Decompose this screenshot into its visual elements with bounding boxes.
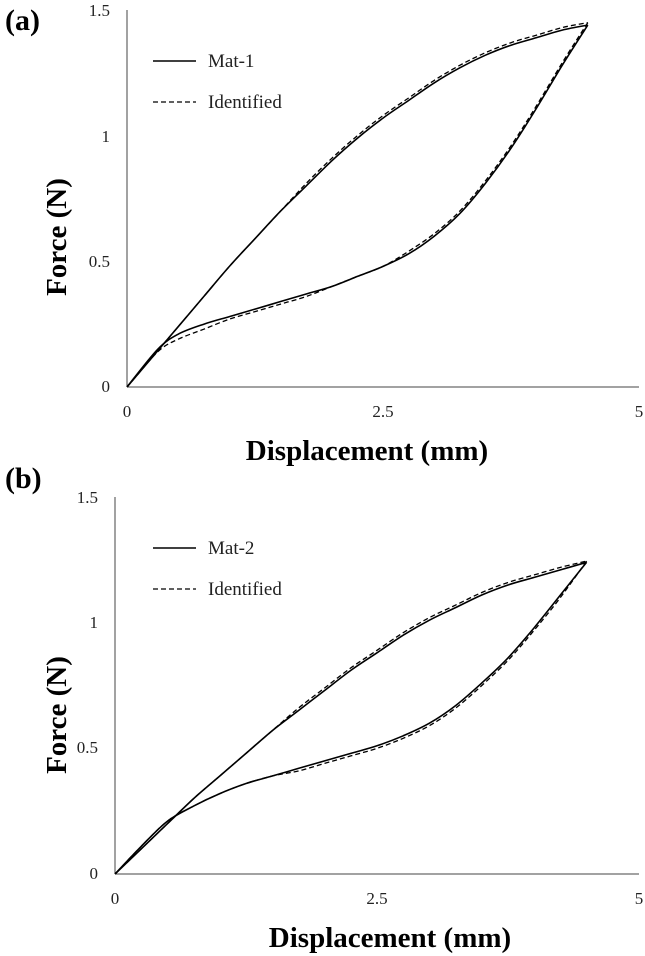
panel-b-legend-identified: Identified [208,579,282,600]
panel-a-ytick-1: 0.5 [89,252,110,271]
panel-a-identified-unloading-line [126,22,589,388]
panel-b-ylabel: Force (N) [41,656,73,774]
panel-a-label: (a) [5,4,40,37]
panel-b-xlabel: Displacement (mm) [269,922,511,954]
panel-b: (b) 0 0.5 1 1.5 0 2.5 5 Displacement (mm… [5,462,643,954]
panel-b-mat-2-unloading-line [114,561,588,875]
panel-a-legend-mat-1: Mat-1 [208,51,254,72]
panel-a-xtick-2: 5 [635,402,644,421]
panel-b-xtick-2: 5 [635,889,644,908]
panel-a-ylabel: Force (N) [41,178,73,296]
panel-a-mat-1-loading-line [126,24,588,388]
panel-a: (a) 0 0.5 1 1.5 0 2.5 5 Displacement (mm… [5,1,643,467]
panel-b-xtick-0: 0 [111,889,120,908]
panel-a-xtick-0: 0 [123,402,132,421]
panel-a-mat-1-unloading-line [126,24,589,388]
panel-a-identified-loading-line [126,21,588,388]
panel-a-xtick-1: 2.5 [372,402,393,421]
panel-b-ytick-2: 1 [90,613,99,632]
panel-b-label: (b) [5,462,42,495]
panel-b-ytick-1: 0.5 [77,738,98,757]
panel-a-ytick-2: 1 [102,127,111,146]
panel-a-ytick-3: 1.5 [89,1,110,20]
panel-b-ytick-0: 0 [90,864,99,883]
panel-b-identified-loading-line [114,560,587,875]
panel-b-mat-2-loading-line [114,561,587,875]
panel-b-legend-mat-2: Mat-2 [208,538,254,559]
panel-a-legend-identified: Identified [208,92,282,113]
panel-b-ytick-3: 1.5 [77,488,98,507]
panel-a-ytick-0: 0 [102,377,111,396]
panel-b-identified-unloading-line [114,560,588,875]
panel-a-xlabel: Displacement (mm) [246,435,488,467]
panel-b-xtick-1: 2.5 [366,889,387,908]
